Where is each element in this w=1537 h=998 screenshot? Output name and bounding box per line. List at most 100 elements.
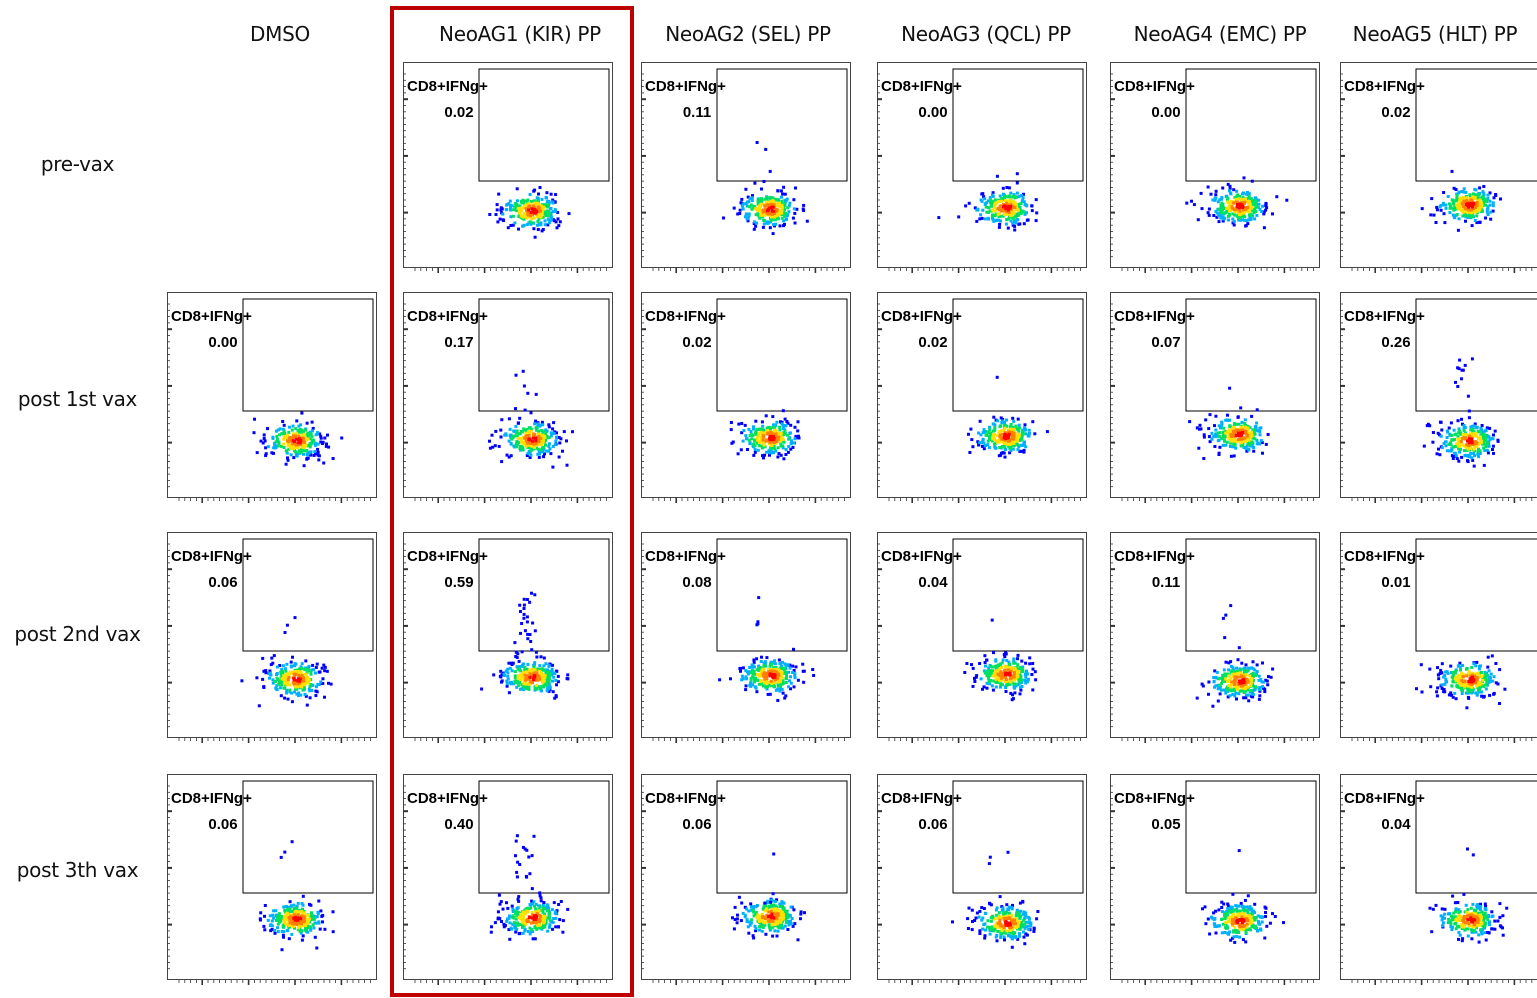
positive-event-dot <box>771 415 775 419</box>
event-dot <box>1008 195 1012 199</box>
event-dot <box>1442 191 1446 194</box>
event-dot <box>1226 201 1230 204</box>
event-dot <box>775 668 779 672</box>
event-dot <box>792 198 796 202</box>
positive-event-dot <box>755 623 759 627</box>
event-dot <box>1492 451 1495 455</box>
event-dot <box>1253 199 1257 203</box>
event-dot <box>741 677 745 681</box>
event-dot <box>1255 439 1259 442</box>
event-dot <box>291 444 295 448</box>
event-dot <box>555 683 558 687</box>
event-dot <box>772 451 776 454</box>
event-dot <box>299 679 303 683</box>
event-dot <box>1231 445 1235 449</box>
gate-label: CD8+IFNg+ <box>407 548 488 565</box>
event-dot <box>983 217 987 221</box>
event-dot <box>1491 444 1495 448</box>
event-dot <box>776 687 780 691</box>
event-dot <box>1244 424 1248 427</box>
event-dot <box>1024 670 1028 674</box>
event-dot <box>1264 442 1268 446</box>
event-dot <box>757 431 761 435</box>
event-dot <box>1214 414 1218 418</box>
event-dot <box>784 663 788 667</box>
event-dot <box>1467 438 1471 442</box>
event-dot <box>762 222 766 226</box>
plot-frame <box>403 62 613 268</box>
event-dot <box>1003 685 1007 689</box>
event-dot <box>1459 440 1463 443</box>
event-dot <box>268 669 272 673</box>
event-dot <box>526 676 530 679</box>
event-dot <box>1006 226 1010 230</box>
event-dot <box>780 216 784 220</box>
event-dot <box>1005 218 1009 221</box>
gate-value: 0.02 <box>682 334 711 351</box>
event-dot <box>550 670 554 674</box>
positive-event-dot <box>515 187 519 191</box>
event-dot <box>561 449 564 453</box>
event-dot <box>531 210 534 214</box>
event-dot <box>1450 433 1454 437</box>
event-dot <box>1478 196 1482 200</box>
event-dot <box>518 432 522 436</box>
event-dot <box>1009 219 1013 223</box>
event-dot <box>541 437 545 441</box>
event-dot <box>1440 446 1444 450</box>
event-dot <box>320 666 324 670</box>
event-dot <box>1229 202 1233 206</box>
event-dot <box>1015 172 1019 176</box>
event-dot <box>1451 445 1455 449</box>
event-dot <box>294 670 298 673</box>
event-dot <box>756 207 760 211</box>
event-dot <box>771 196 775 200</box>
event-dot <box>1478 198 1482 202</box>
event-dot <box>1025 211 1029 215</box>
event-dot <box>1188 420 1192 424</box>
event-dot <box>529 453 533 457</box>
event-dot <box>536 219 540 223</box>
event-dot <box>1439 420 1443 424</box>
event-dot <box>1005 432 1009 435</box>
event-dot <box>557 455 561 459</box>
event-dot <box>1460 432 1463 436</box>
event-dot <box>1003 209 1007 213</box>
event-dot <box>758 209 762 213</box>
event-dot <box>549 213 553 216</box>
event-dot <box>1454 188 1458 191</box>
event-dot <box>552 421 556 425</box>
event-dot <box>731 440 735 444</box>
event-dot <box>1470 440 1474 444</box>
event-dot <box>755 690 759 694</box>
event-dot <box>1449 421 1453 425</box>
event-dot <box>1227 189 1231 193</box>
event-dot <box>1469 428 1473 432</box>
event-dot <box>1240 218 1244 222</box>
event-dot <box>988 434 992 438</box>
event-dot <box>556 674 560 678</box>
event-dot <box>1485 426 1489 430</box>
event-dot <box>302 449 306 453</box>
event-dot <box>323 669 327 673</box>
event-dot <box>1453 204 1457 208</box>
gate-box <box>952 68 1084 182</box>
event-dot <box>530 444 534 448</box>
event-dot <box>1012 672 1016 675</box>
event-dot <box>778 205 782 209</box>
event-dot <box>1017 211 1021 215</box>
event-dot <box>1012 193 1016 197</box>
event-dot <box>524 207 528 210</box>
event-dot <box>963 671 967 674</box>
event-dot <box>510 204 514 208</box>
event-dot <box>1466 216 1470 219</box>
event-dot <box>298 674 302 678</box>
event-dot <box>748 441 752 445</box>
event-dot <box>509 433 513 437</box>
event-dot <box>541 668 545 672</box>
event-dot <box>518 446 522 450</box>
event-dot <box>547 212 551 216</box>
event-dot <box>537 206 540 210</box>
event-dot <box>1473 204 1477 208</box>
event-dot <box>781 192 785 196</box>
